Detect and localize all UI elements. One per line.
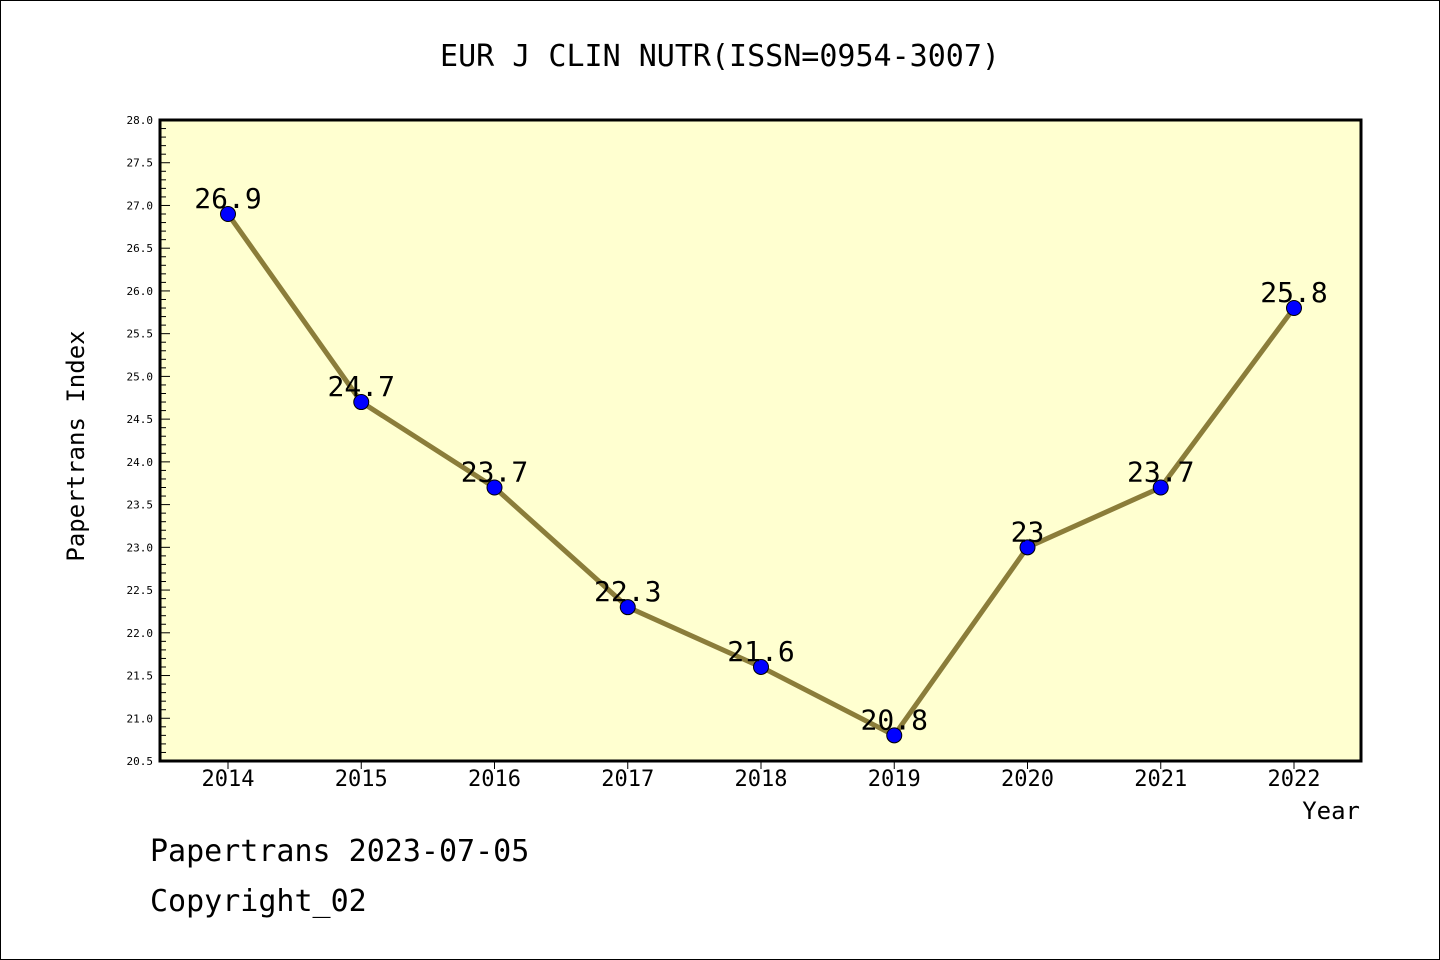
- x-tick-label: 2019: [868, 767, 921, 792]
- y-tick-label: 24.5: [127, 413, 154, 426]
- y-axis: 20.5 21.0 21.5 22.0 22.5 23.0 23.5 24.0 24.5 25.0…: [127, 114, 170, 768]
- y-tick-label: 23.0: [127, 541, 154, 554]
- data-point-marker: [753, 658, 769, 675]
- x-tick-label: 2022: [1268, 767, 1321, 792]
- data-label: 21.6: [727, 635, 794, 668]
- data-point-marker: [353, 394, 370, 411]
- y-tick-label: 26.5: [127, 242, 154, 255]
- data-label: 26.9: [194, 182, 261, 215]
- chart-title: EUR J CLIN NUTR(ISSN=0954-3007): [440, 39, 1000, 74]
- data-label: 23.7: [461, 456, 528, 489]
- data-point-marker: [1286, 300, 1302, 317]
- y-tick-label: 21.0: [127, 712, 154, 725]
- data-label: 23: [1011, 515, 1045, 548]
- source-date-text: Papertrans 2023-07-05: [150, 834, 530, 869]
- x-tick-label: 2016: [468, 767, 521, 792]
- series-line-group: [220, 206, 1302, 744]
- x-tick-label: 2014: [202, 767, 255, 792]
- x-axis: 2014 2015 2016 2017 2018 2019 2020 2021 2022: [202, 761, 1321, 792]
- data-label: 23.7: [1127, 456, 1194, 489]
- y-tick-label: 22.0: [127, 627, 154, 640]
- data-point-marker: [1152, 479, 1169, 496]
- y-tick-label: 28.0: [127, 114, 154, 127]
- y-tick-label: 22.5: [127, 584, 154, 597]
- data-point-marker: [886, 727, 903, 744]
- y-tick-label: 26.0: [127, 285, 154, 298]
- y-tick-label: 25.0: [127, 370, 154, 383]
- x-axis-label: Year: [1302, 797, 1360, 825]
- data-label: 24.7: [328, 370, 395, 403]
- data-labels: 26.9 24.7 23.7 22.3 21.6 20.8 23 23.7 25.8: [194, 182, 1327, 736]
- data-point-marker: [1019, 539, 1036, 556]
- y-tick-label: 25.5: [127, 328, 154, 341]
- x-tick-label: 2020: [1001, 767, 1054, 792]
- x-tick-label: 2021: [1134, 767, 1187, 792]
- y-tick-label: 21.5: [127, 670, 154, 683]
- x-tick-label: 2018: [735, 767, 788, 792]
- y-tick-label: 20.5: [127, 755, 154, 768]
- data-point-marker: [220, 206, 236, 223]
- data-label: 25.8: [1260, 276, 1327, 309]
- data-label: 22.3: [594, 575, 661, 608]
- x-tick-label: 2015: [335, 767, 388, 792]
- y-tick-label: 23.5: [127, 499, 154, 512]
- plot-area: [158, 118, 1363, 763]
- y-tick-label: 27.5: [127, 157, 154, 170]
- y-tick-label: 27.0: [127, 199, 154, 212]
- y-axis-label: Papertrans Index: [62, 330, 90, 561]
- data-point-marker: [486, 479, 503, 496]
- copyright-text: Copyright_02: [150, 884, 367, 919]
- x-tick-label: 2017: [601, 767, 654, 792]
- data-label: 20.8: [861, 703, 928, 736]
- y-tick-label: 24.0: [127, 456, 154, 469]
- data-point-marker: [619, 599, 636, 616]
